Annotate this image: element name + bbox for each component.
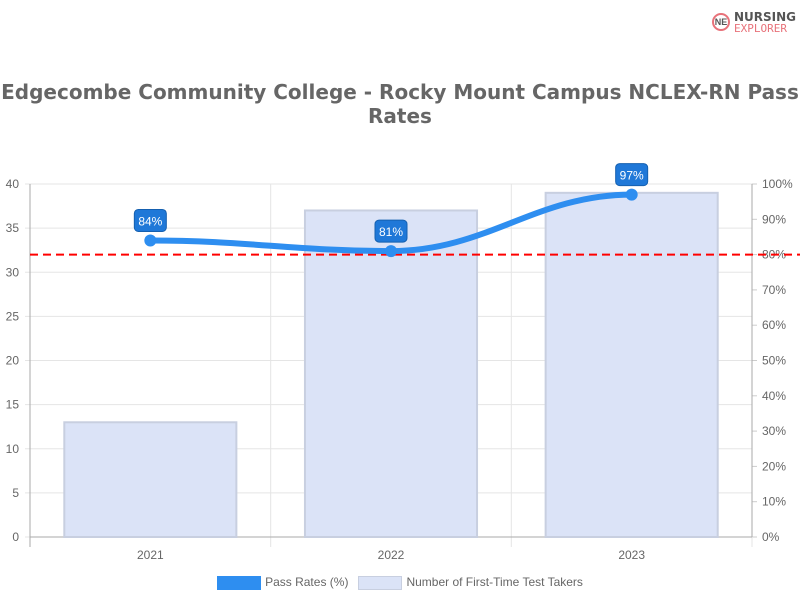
y-tick-label-right: 0%	[762, 530, 780, 544]
y-tick-label-left: 15	[6, 398, 20, 412]
legend-item-test-takers[interactable]: Number of First-Time Test Takers	[358, 575, 583, 590]
y-tick-label-right: 90%	[762, 212, 786, 226]
legend: Pass Rates (%) Number of First-Time Test…	[0, 575, 800, 590]
bar-2022	[303, 209, 479, 538]
logo-line1: NURSING	[734, 10, 797, 24]
x-tick-label: 2021	[137, 548, 164, 562]
y-tick-label-right: 60%	[762, 318, 786, 332]
y-tick-label-left: 5	[12, 486, 19, 500]
data-label: 97%	[620, 169, 644, 183]
data-label-box	[615, 163, 649, 187]
pass-rate-point	[625, 188, 638, 201]
y-tick-label-right: 100%	[762, 177, 793, 191]
pass-rate-point	[385, 245, 397, 258]
y-tick-label-right: 30%	[762, 424, 786, 438]
legend-label: Pass Rates (%)	[265, 575, 349, 589]
y-tick-label-right: 50%	[762, 354, 786, 368]
legend-swatch	[358, 575, 403, 590]
logo-mark-icon: NE	[712, 13, 730, 31]
bar-2023	[544, 191, 719, 538]
y-tick-label-right: 20%	[762, 459, 786, 473]
pass-rate-point	[144, 234, 157, 247]
y-tick-label-left: 20	[6, 354, 20, 368]
logo-line2: EXPLORER	[734, 22, 787, 35]
x-tick-label: 2022	[378, 548, 405, 562]
legend-swatch	[217, 575, 262, 590]
data-label-box	[133, 208, 167, 232]
data-label-box	[374, 219, 408, 243]
legend-item-pass-rates[interactable]: Pass Rates (%)	[217, 575, 348, 590]
y-tick-label-right: 40%	[762, 389, 786, 403]
data-label: 81%	[379, 225, 403, 239]
y-tick-label-left: 30	[6, 265, 20, 279]
y-tick-label-left: 0	[12, 530, 19, 544]
y-tick-label-left: 40	[6, 177, 20, 191]
y-tick-label-left: 25	[6, 309, 20, 323]
y-tick-label-left: 35	[6, 221, 20, 235]
y-tick-label-left: 10	[6, 442, 20, 456]
bar-2021	[63, 421, 238, 538]
legend-label: Number of First-Time Test Takers	[406, 575, 583, 589]
nursing-explorer-logo: NE NURSING EXPLORER	[710, 8, 797, 35]
data-label: 84%	[138, 214, 162, 228]
y-tick-label-right: 70%	[762, 283, 786, 297]
x-tick-label: 2023	[618, 548, 645, 562]
y-tick-label-right: 10%	[762, 495, 786, 509]
chart-title: Edgecombe Community College - Rocky Moun…	[1, 80, 799, 128]
